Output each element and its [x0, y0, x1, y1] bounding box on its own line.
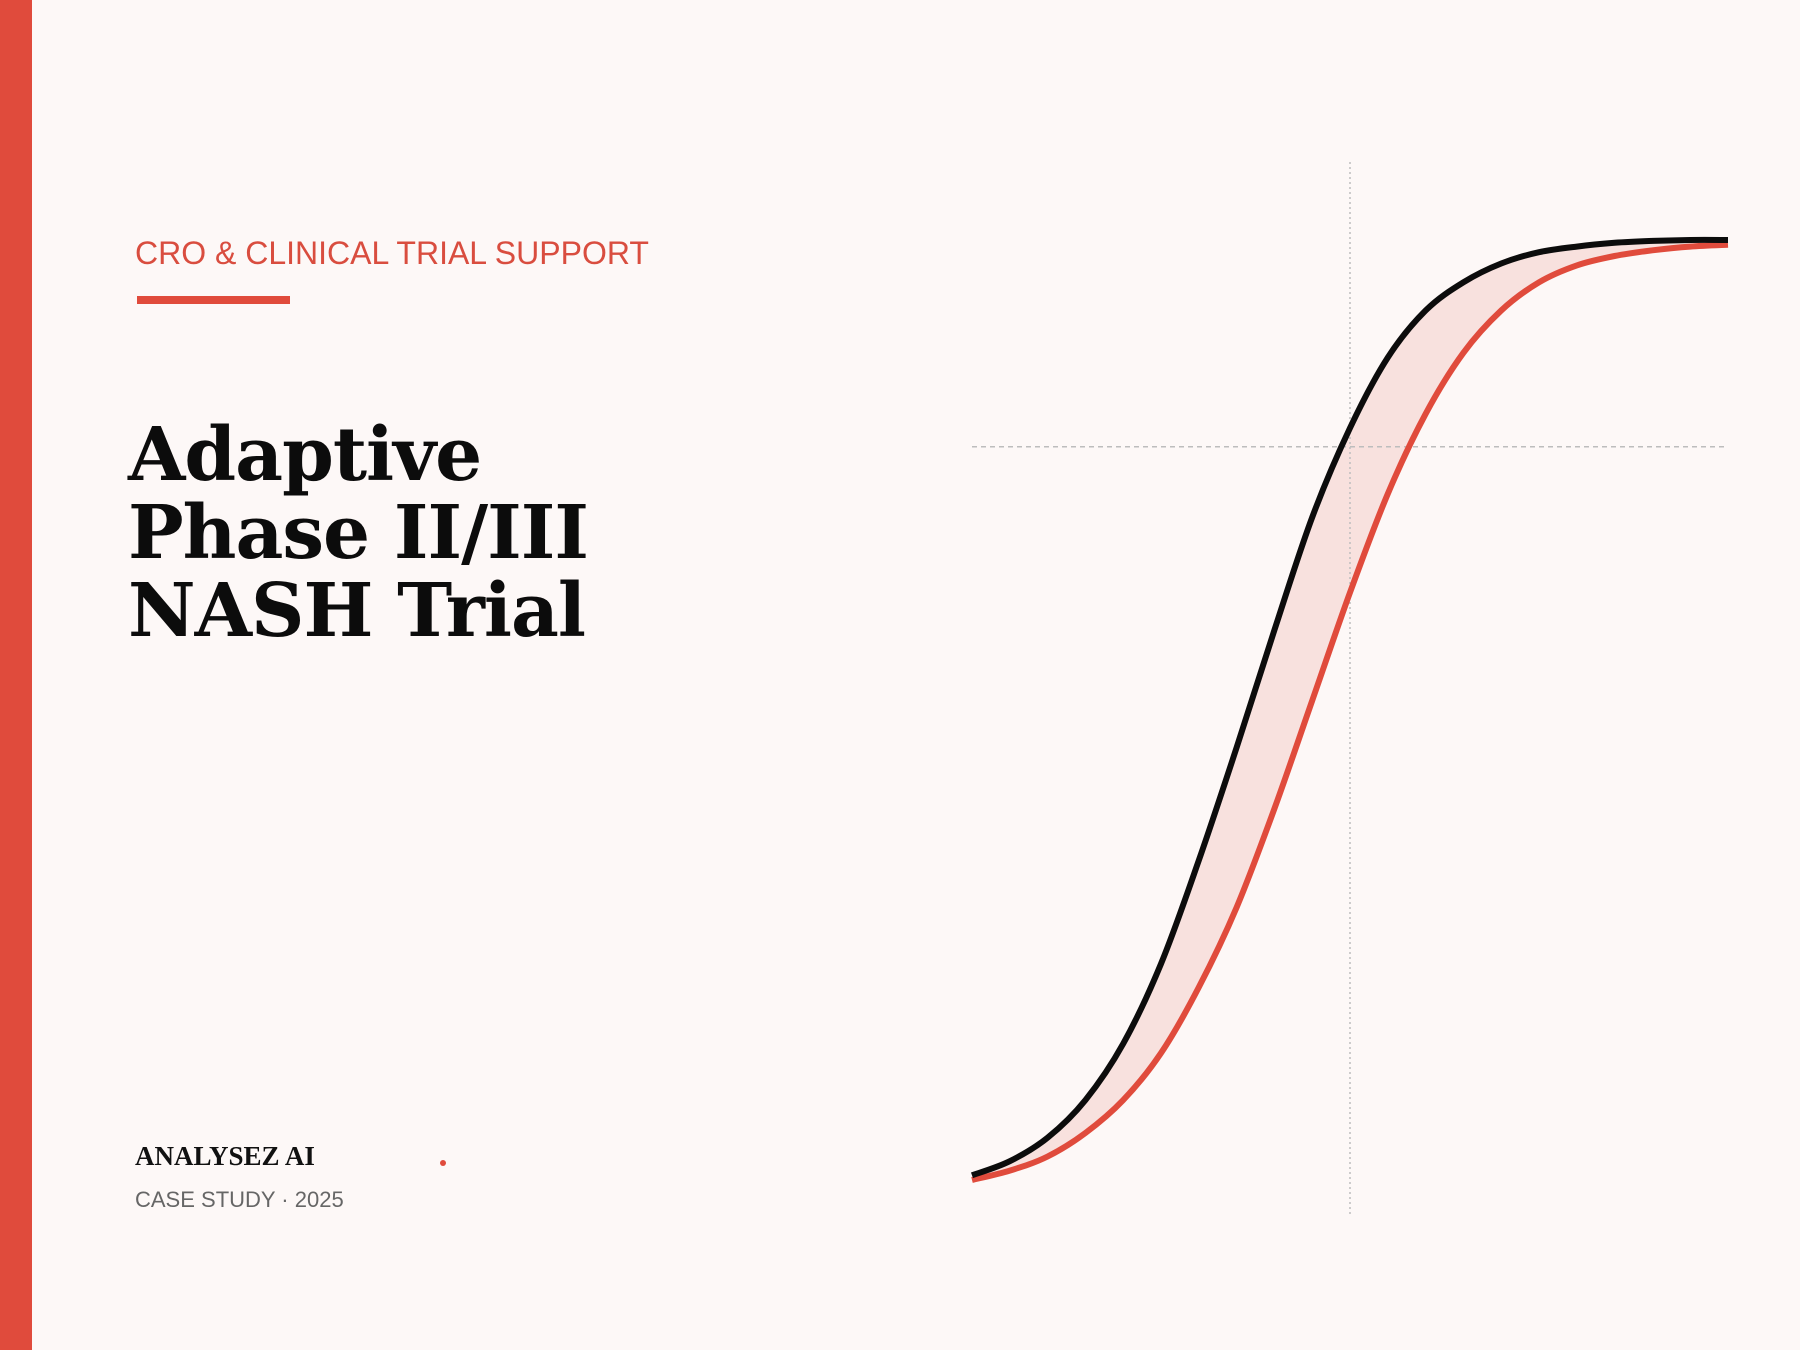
accent-side-bar — [0, 0, 32, 1350]
series-line-red — [971, 241, 1729, 1183]
page-title: Adaptive Phase II/III NASH Trial — [128, 412, 589, 654]
title-line-3: NASH Trial — [128, 568, 586, 654]
title-line-1: Adaptive — [128, 412, 482, 498]
title-line-2: Phase II/III — [128, 490, 589, 576]
eyebrow-underline — [137, 296, 290, 304]
brand-dot — [440, 1160, 446, 1166]
eyebrow-label: CRO & CLINICAL TRIAL SUPPORT — [135, 235, 649, 271]
brand-name: ANALYSEZ AI — [135, 1141, 315, 1171]
series-line-black — [970, 236, 1729, 1179]
case-study-meta: CASE STUDY · 2025 — [135, 1187, 344, 1212]
